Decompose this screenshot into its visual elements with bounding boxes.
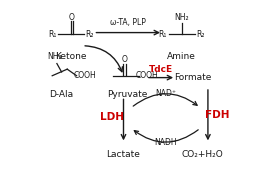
Text: O: O <box>69 13 75 22</box>
Text: Ketone: Ketone <box>55 53 87 61</box>
Text: D-Ala: D-Ala <box>50 90 74 99</box>
Text: NH₂: NH₂ <box>48 53 62 61</box>
Text: O: O <box>122 55 128 64</box>
Text: NH₂: NH₂ <box>174 13 189 22</box>
Text: TdcE: TdcE <box>149 65 173 74</box>
Text: R₂: R₂ <box>85 30 94 39</box>
Text: COOH: COOH <box>135 71 158 80</box>
Text: ω-TA, PLP: ω-TA, PLP <box>110 18 146 27</box>
Text: NAD⁺: NAD⁺ <box>155 89 176 98</box>
Text: R₂: R₂ <box>196 30 205 39</box>
Text: Pyruvate: Pyruvate <box>107 90 148 99</box>
Text: Amine: Amine <box>167 53 196 61</box>
Text: CO₂+H₂O: CO₂+H₂O <box>181 150 223 159</box>
Text: R₁: R₁ <box>48 30 56 39</box>
Text: Lactate: Lactate <box>107 150 140 159</box>
Text: NADH: NADH <box>154 138 177 147</box>
Text: COOH: COOH <box>74 71 96 80</box>
Text: FDH: FDH <box>205 110 230 120</box>
Text: R₁: R₁ <box>159 30 167 39</box>
Text: LDH: LDH <box>100 112 124 122</box>
Text: Formate: Formate <box>174 73 212 82</box>
